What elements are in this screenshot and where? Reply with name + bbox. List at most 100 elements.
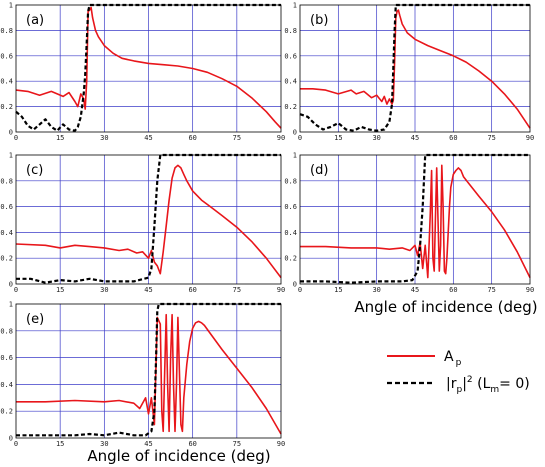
- x-tick-label: 45: [144, 440, 152, 448]
- x-tick-label: 45: [411, 134, 419, 142]
- y-tick-label: 0.2: [0, 255, 13, 263]
- legend-rp-sup: 2: [467, 375, 473, 385]
- x-tick-label: 30: [100, 134, 108, 142]
- x-tick-label: 75: [487, 286, 495, 294]
- y-tick-label: 0.2: [284, 103, 297, 111]
- x-tick-label: 15: [56, 134, 64, 142]
- x-tick-label: 90: [277, 134, 285, 142]
- x-tick-label: 60: [449, 134, 457, 142]
- x-axis-title-lower: Angle of incidence (deg): [87, 447, 270, 465]
- y-tick-label: 0.4: [0, 78, 13, 86]
- legend-rp-cond-open: (L: [473, 376, 491, 392]
- y-tick-label: 0.6: [0, 354, 13, 362]
- legend-rp-cond-sub: m: [490, 385, 499, 395]
- panel-label: (b): [310, 13, 328, 28]
- x-tick-label: 0: [14, 286, 18, 294]
- x-tick-label: 90: [526, 286, 534, 294]
- x-tick-label: 15: [334, 134, 342, 142]
- y-tick-label: 0: [293, 281, 297, 289]
- panel-b: 0 15 30 45 60 75 90 0 0.2 0.4 0.6 0.8 1 (b): [284, 2, 534, 143]
- panel-label: (e): [26, 312, 44, 327]
- x-tick-label: 90: [277, 286, 285, 294]
- x-tick-label: 60: [188, 134, 196, 142]
- series-ap: [16, 313, 282, 435]
- panel-e: 0 15 30 45 60 75 90 0 0.2 0.4 0.6 0.8 1 (e): [0, 301, 285, 449]
- x-axis-title-upper: Angle of incidence (deg): [354, 298, 537, 316]
- y-tick-label: 1: [293, 2, 297, 10]
- series-ap: [300, 164, 531, 279]
- y-tick-label: 1: [9, 152, 13, 160]
- panel-label: (d): [310, 163, 328, 178]
- plot-frame: [15, 303, 282, 439]
- x-tick-label: 45: [411, 286, 419, 294]
- legend-rp-cond-close: = 0): [499, 376, 530, 392]
- x-tick-label: 75: [233, 286, 241, 294]
- y-tick-label: 0.8: [0, 177, 13, 185]
- plot-frame: [299, 4, 531, 133]
- plot-frame: [299, 154, 531, 285]
- x-tick-label: 15: [56, 440, 64, 448]
- y-tick-label: 0.2: [0, 408, 13, 416]
- y-tick-label: 0.8: [284, 27, 297, 35]
- x-tick-label: 0: [14, 134, 18, 142]
- x-tick-label: 75: [233, 134, 241, 142]
- y-tick-label: 0.6: [0, 52, 13, 60]
- y-tick-label: 0.8: [0, 27, 13, 35]
- y-tick-label: 0.2: [284, 255, 297, 263]
- y-tick-label: 1: [9, 301, 13, 309]
- x-tick-label: 90: [526, 134, 534, 142]
- legend-ap-sub: p: [456, 358, 462, 368]
- x-tick-label: 0: [14, 440, 18, 448]
- x-tick-label: 75: [487, 134, 495, 142]
- x-tick-label: 60: [188, 440, 196, 448]
- legend-rp-sub: p: [456, 385, 462, 395]
- y-tick-label: 0.4: [284, 78, 297, 86]
- x-tick-label: 45: [144, 134, 152, 142]
- x-tick-label: 60: [188, 286, 196, 294]
- x-tick-label: 75: [233, 440, 241, 448]
- y-tick-label: 0: [293, 129, 297, 137]
- x-tick-label: 30: [100, 286, 108, 294]
- x-tick-label: 15: [56, 286, 64, 294]
- y-tick-label: 0.8: [284, 177, 297, 185]
- series-ap: [15, 164, 282, 279]
- legend-rp-abs-close: |: [462, 376, 467, 392]
- y-tick-label: 1: [293, 152, 297, 160]
- y-tick-label: 0.4: [0, 229, 13, 237]
- y-tick-label: 0: [9, 129, 13, 137]
- y-tick-label: 0: [9, 281, 13, 289]
- y-tick-label: 0.4: [0, 381, 13, 389]
- x-tick-label: 0: [298, 286, 302, 294]
- panel-label: (a): [26, 13, 44, 28]
- legend-rp-abs-open: |r: [446, 376, 457, 392]
- y-tick-label: 1: [9, 2, 13, 10]
- y-tick-label: 0.6: [284, 52, 297, 60]
- x-tick-label: 0: [298, 134, 302, 142]
- y-tick-label: 0.6: [284, 203, 297, 211]
- y-tick-label: 0: [9, 435, 13, 443]
- x-tick-label: 90: [277, 440, 285, 448]
- x-tick-label: 30: [100, 440, 108, 448]
- series-ap: [15, 6, 282, 129]
- x-tick-label: 30: [372, 286, 380, 294]
- legend-rp-label: |rp|2 (Lm= 0): [446, 375, 530, 395]
- series-rp: [16, 302, 281, 437]
- plot-frame: [15, 4, 282, 133]
- y-tick-label: 0.4: [284, 229, 297, 237]
- panel-c: 0 15 30 45 60 75 90 0 0.2 0.4 0.6 0.8 1 (c): [0, 152, 285, 295]
- y-tick-label: 0.6: [0, 203, 13, 211]
- plot-frame: [15, 154, 282, 285]
- x-tick-label: 15: [334, 286, 342, 294]
- y-tick-label: 0.2: [0, 103, 13, 111]
- y-tick-label: 0.8: [0, 327, 13, 335]
- panel-label: (c): [26, 163, 43, 178]
- x-tick-label: 45: [144, 286, 152, 294]
- legend-ap-main: A: [444, 349, 454, 365]
- x-tick-label: 60: [449, 286, 457, 294]
- panel-d: 0 15 30 45 60 75 90 0 0.2 0.4 0.6 0.8 1 (d): [284, 152, 534, 295]
- x-tick-label: 30: [372, 134, 380, 142]
- panel-a: 0 15 30 45 60 75 90 0 0.2 0.4 0.6 0.8 1 (a): [0, 2, 285, 143]
